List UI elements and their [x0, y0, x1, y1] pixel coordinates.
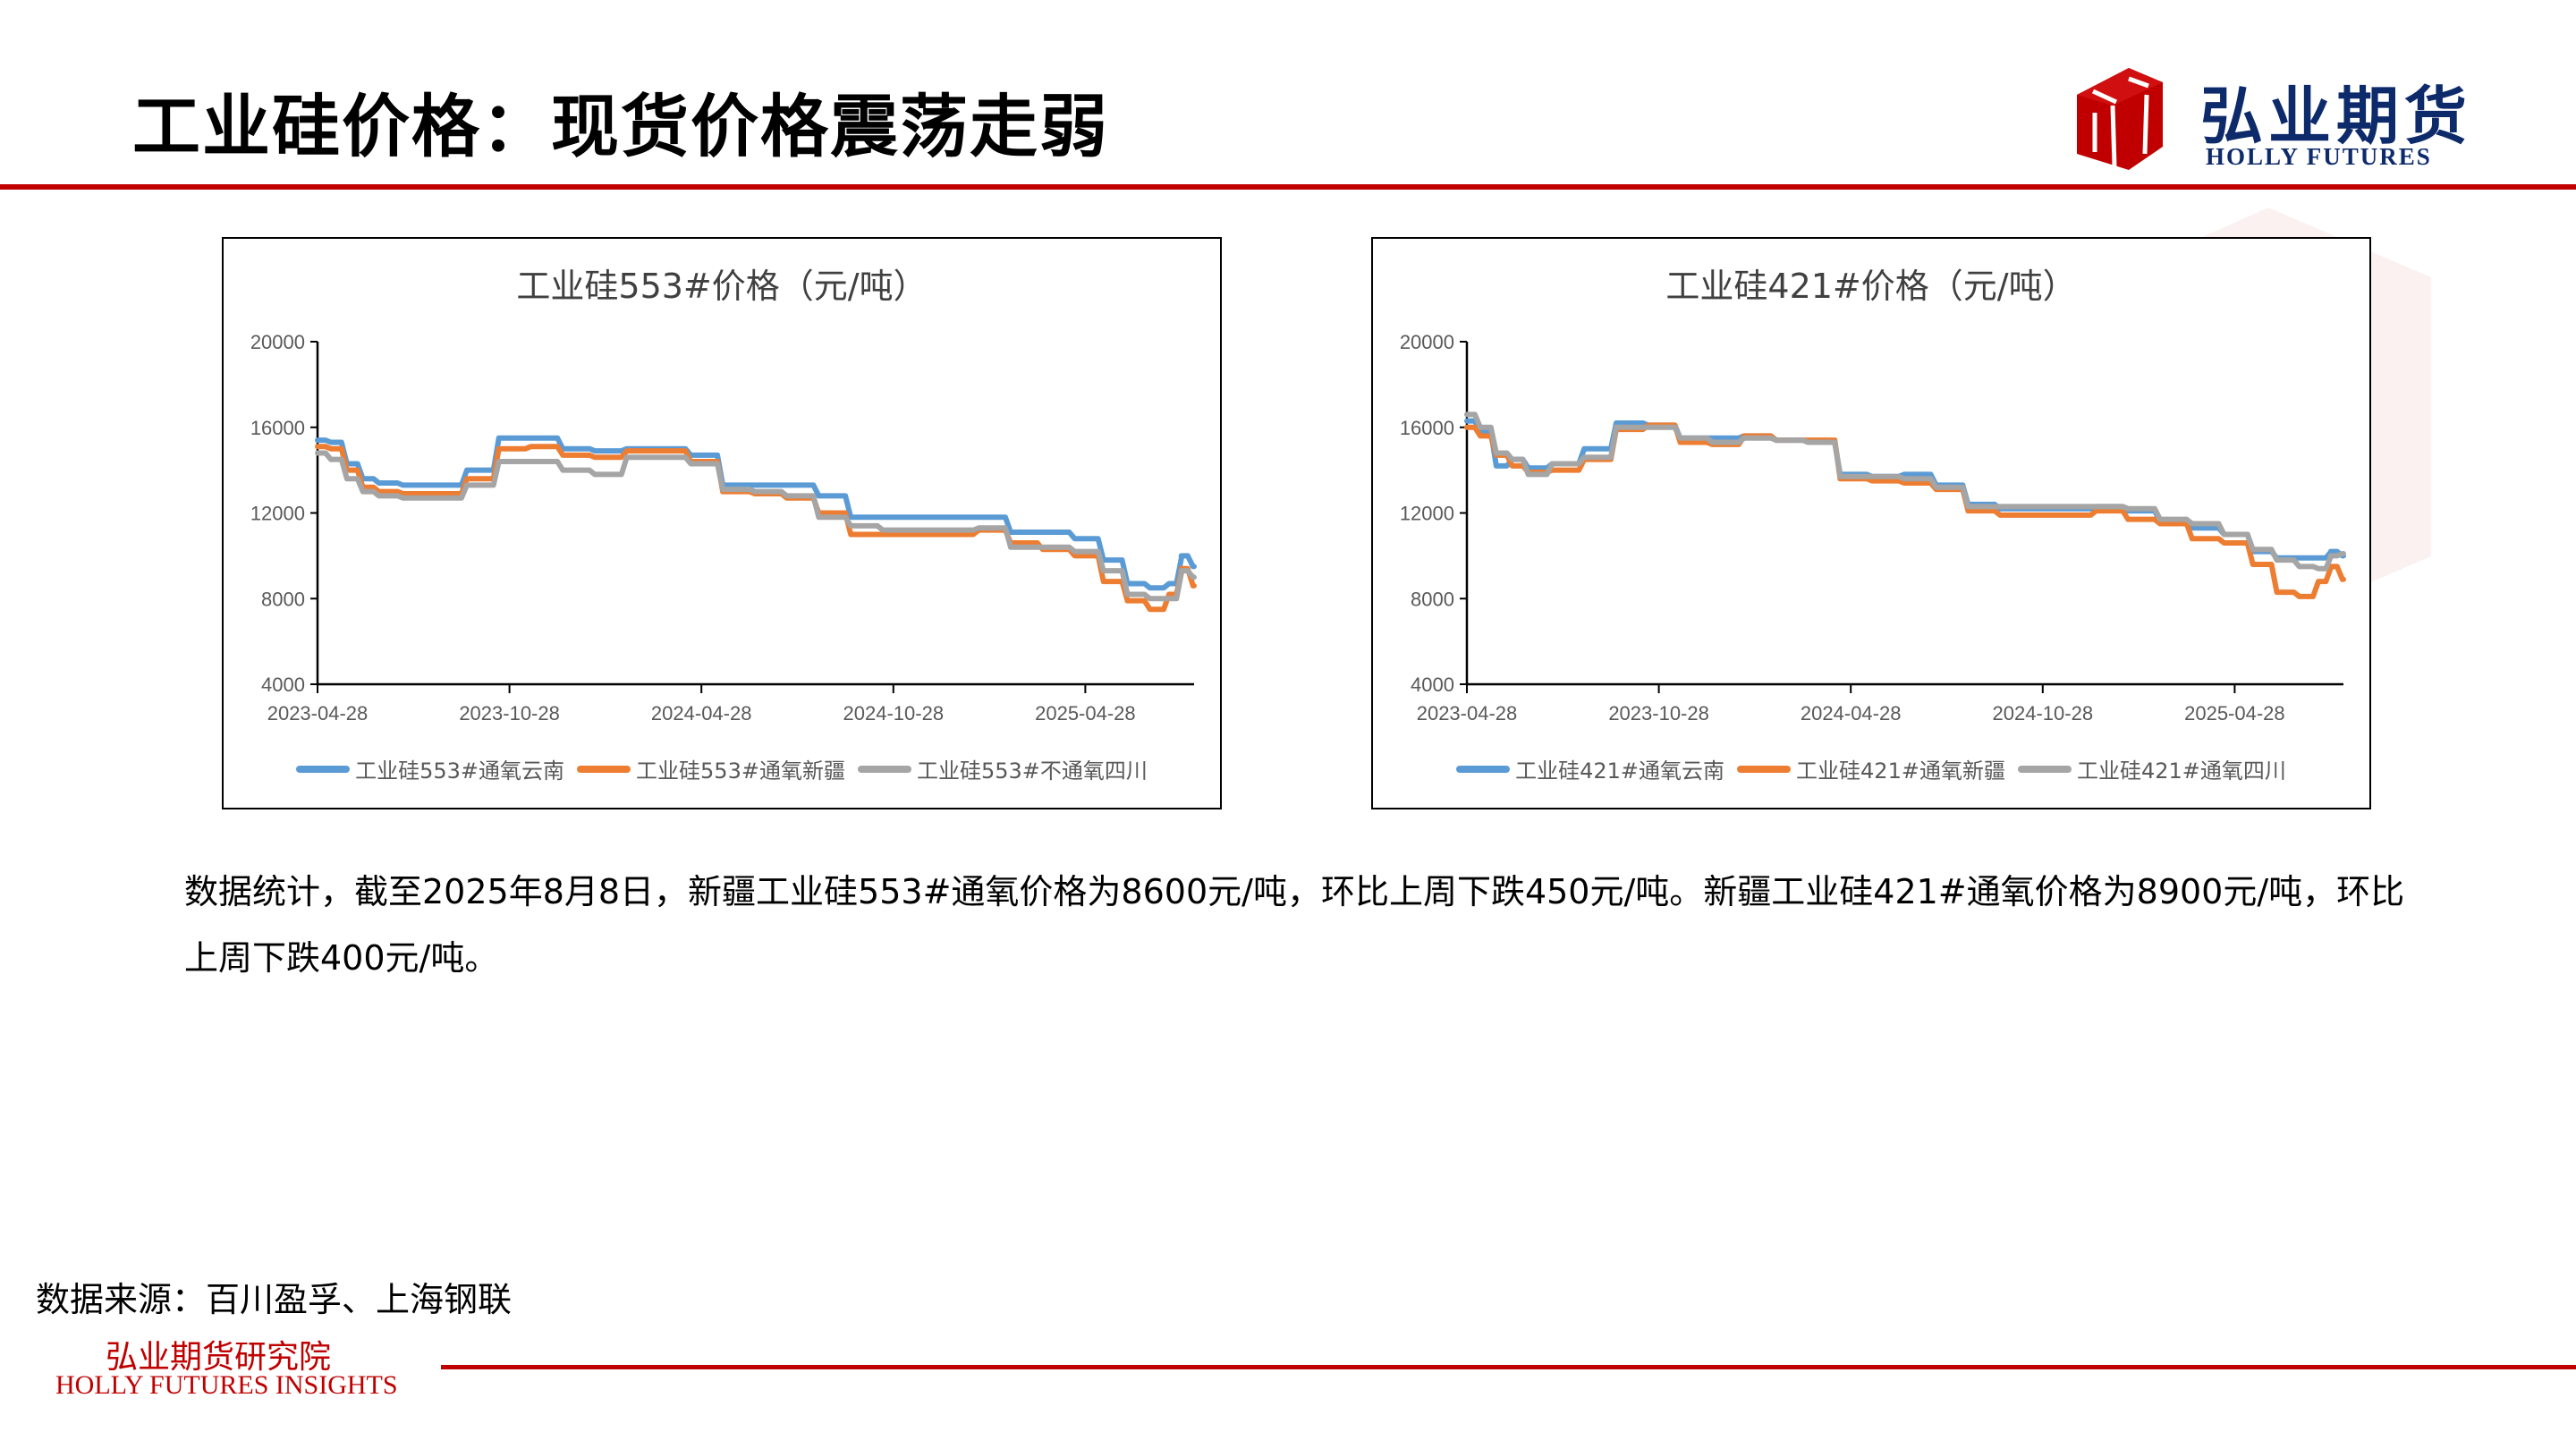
- series-line: [315, 450, 1197, 602]
- company-logo: 弘业期货 HOLLY FUTURES: [2075, 66, 2487, 174]
- y-tick-label: 4000: [261, 674, 305, 696]
- footer-institute-en: HOLLY FUTURES INSIGHTS: [55, 1370, 398, 1400]
- legend-item: 工业硅421#通氧新疆: [1737, 753, 2005, 784]
- summary-paragraph: 数据统计，截至2025年8月8日，新疆工业硅553#通氧价格为8600元/吨，环…: [184, 872, 2405, 978]
- y-tick-label: 12000: [250, 503, 305, 525]
- legend-label: 工业硅553#不通氧四川: [916, 758, 1148, 784]
- data-source: 数据来源：百川盈孚、上海钢联: [36, 1280, 513, 1319]
- x-tick-label: 2023-10-28: [1608, 702, 1709, 724]
- chart-title: 工业硅553#价格（元/吨）: [516, 267, 928, 306]
- series-line: [315, 435, 1197, 591]
- y-tick-label: 20000: [1400, 331, 1454, 353]
- chart-plot-421: 4000 8000 12000 16000 20000 2023-04-28 2023-10…: [1400, 331, 2346, 724]
- legend-item: 工业硅553#通氧新疆: [577, 753, 845, 784]
- legend-label: 工业硅421#通氧四川: [2076, 758, 2286, 784]
- legend-item: 工业硅421#通氧云南: [1456, 753, 1724, 784]
- legend-swatch-gray: [857, 765, 911, 773]
- legend-label: 工业硅553#通氧新疆: [636, 758, 845, 784]
- x-tick-label: 2025-04-28: [1035, 702, 1136, 724]
- chart-plot-553: 4000 8000 12000 16000 20000 2023-04-28 2023-10…: [250, 331, 1197, 724]
- x-tick-label: 2023-10-28: [459, 702, 560, 724]
- chart-421: 工业硅421#价格（元/吨） 4000 8000 12000 16000 20000 20…: [1371, 237, 2371, 809]
- logo-english-text: HOLLY FUTURES: [2206, 143, 2432, 170]
- y-tick-label: 16000: [250, 417, 305, 439]
- x-tick-label: 2024-10-28: [1993, 702, 2094, 724]
- legend-item: 工业硅553#不通氧四川: [857, 753, 1148, 784]
- footer-divider: [441, 1365, 2576, 1369]
- legend-swatch-orange: [577, 765, 631, 773]
- x-tick-label: 2023-04-28: [1417, 702, 1518, 724]
- chart-legend: 工业硅421#通氧云南 工业硅421#通氧新疆 工业硅421#通氧四川: [1373, 753, 2369, 784]
- legend-label: 工业硅421#通氧新疆: [1796, 758, 2005, 784]
- chart-553: 工业硅553#价格（元/吨） 4000 8000 12000 16000 20000 20…: [222, 237, 1222, 809]
- x-tick-label: 2025-04-28: [2184, 702, 2285, 724]
- logo-chinese-text: 弘业期货: [2200, 79, 2472, 153]
- chart-title: 工业硅421#价格（元/吨）: [1665, 267, 2077, 306]
- y-tick-label: 8000: [261, 588, 305, 610]
- x-tick-label: 2023-04-28: [267, 702, 369, 724]
- x-tick-label: 2024-04-28: [651, 702, 752, 724]
- legend-label: 工业硅421#通氧云南: [1515, 758, 1725, 784]
- y-tick-label: 16000: [1400, 417, 1454, 439]
- legend-swatch-blue: [1456, 765, 1511, 773]
- y-tick-label: 12000: [1400, 503, 1454, 525]
- logo-box-icon: [2077, 68, 2163, 170]
- header-divider: [0, 184, 2576, 190]
- y-tick-label: 8000: [1411, 588, 1454, 610]
- series-line: [1464, 411, 2346, 572]
- y-tick-label: 20000: [250, 331, 305, 353]
- legend-swatch-orange: [1737, 765, 1792, 773]
- legend-label: 工业硅553#通氧云南: [355, 758, 565, 784]
- legend-item: 工业硅421#通氧四川: [2017, 753, 2286, 784]
- series-line: [315, 444, 1197, 613]
- series-line: [1464, 422, 2346, 599]
- y-tick-label: 4000: [1411, 674, 1454, 696]
- legend-swatch-gray: [2017, 765, 2072, 773]
- footer-institute-cn: 弘业期货研究院: [106, 1339, 332, 1376]
- legend-item: 工业硅553#通氧云南: [296, 753, 564, 784]
- chart-legend: 工业硅553#通氧云南 工业硅553#通氧新疆 工业硅553#不通氧四川: [224, 753, 1220, 784]
- page-title: 工业硅价格：现货价格震荡走弱: [132, 87, 1109, 166]
- legend-swatch-blue: [296, 765, 351, 773]
- x-tick-label: 2024-10-28: [843, 702, 945, 724]
- x-tick-label: 2024-04-28: [1801, 702, 1902, 724]
